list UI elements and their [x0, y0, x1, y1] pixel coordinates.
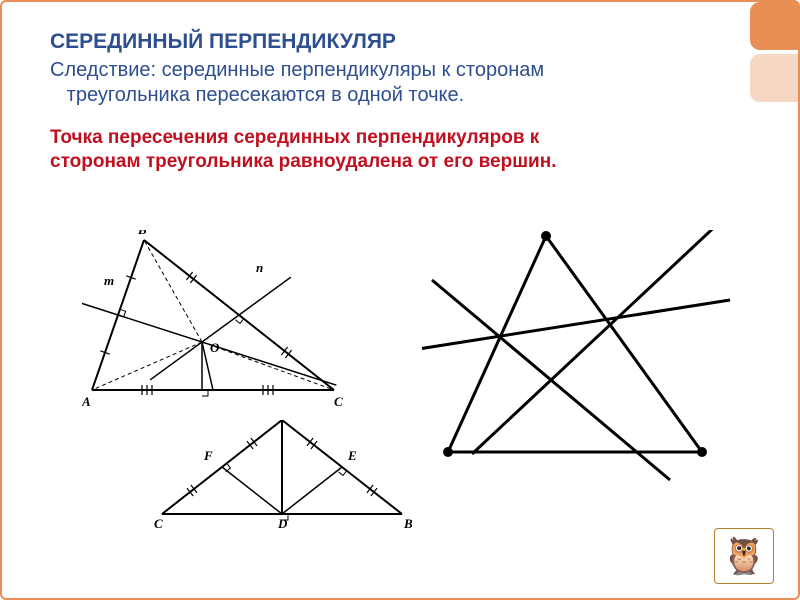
tab-active[interactable]: [750, 2, 798, 50]
svg-text:m: m: [104, 273, 114, 288]
svg-text:C: C: [154, 516, 163, 531]
owl-emoji: 🦉: [722, 535, 767, 577]
slide-frame: СЕРЕДИННЫЙ ПЕРПЕНДИКУЛЯР Следствие: сере…: [0, 0, 800, 600]
owl-icon: 🦉: [714, 528, 774, 584]
subtitle: Следствие: серединные перпендикуляры к с…: [50, 58, 738, 108]
figure-2: ABCDEF: [152, 420, 412, 540]
svg-text:D: D: [277, 516, 288, 531]
side-tabs: [750, 2, 798, 106]
statement-line1: Точка пересечения серединных перпендикул…: [50, 127, 539, 148]
page-title: СЕРЕДИННЫЙ ПЕРПЕНДИКУЛЯР: [50, 30, 738, 54]
svg-text:A: A: [82, 394, 91, 409]
svg-text:O: O: [210, 340, 220, 355]
tab-inactive[interactable]: [750, 54, 798, 102]
statement: Точка пересечения серединных перпендикул…: [50, 126, 738, 174]
svg-text:C: C: [334, 394, 343, 409]
figures-area: A B C Om n A B C D E F: [42, 210, 762, 570]
svg-text:n: n: [256, 260, 263, 275]
subtitle-line1: Следствие: серединные перпендикуляры к с…: [50, 59, 544, 81]
figure-1: A B C Om n: [82, 230, 352, 415]
svg-text:B: B: [137, 230, 147, 237]
svg-text:F: F: [203, 448, 213, 463]
figure-3: [422, 230, 742, 490]
text-block: СЕРЕДИННЫЙ ПЕРПЕНДИКУЛЯР Следствие: сере…: [2, 2, 798, 204]
subtitle-line2: треугольника пересекаются в одной точке.: [67, 84, 465, 106]
svg-text:B: B: [403, 516, 412, 531]
svg-text:E: E: [347, 448, 357, 463]
statement-line2: сторонам треугольника равноудалена от ег…: [50, 151, 557, 172]
